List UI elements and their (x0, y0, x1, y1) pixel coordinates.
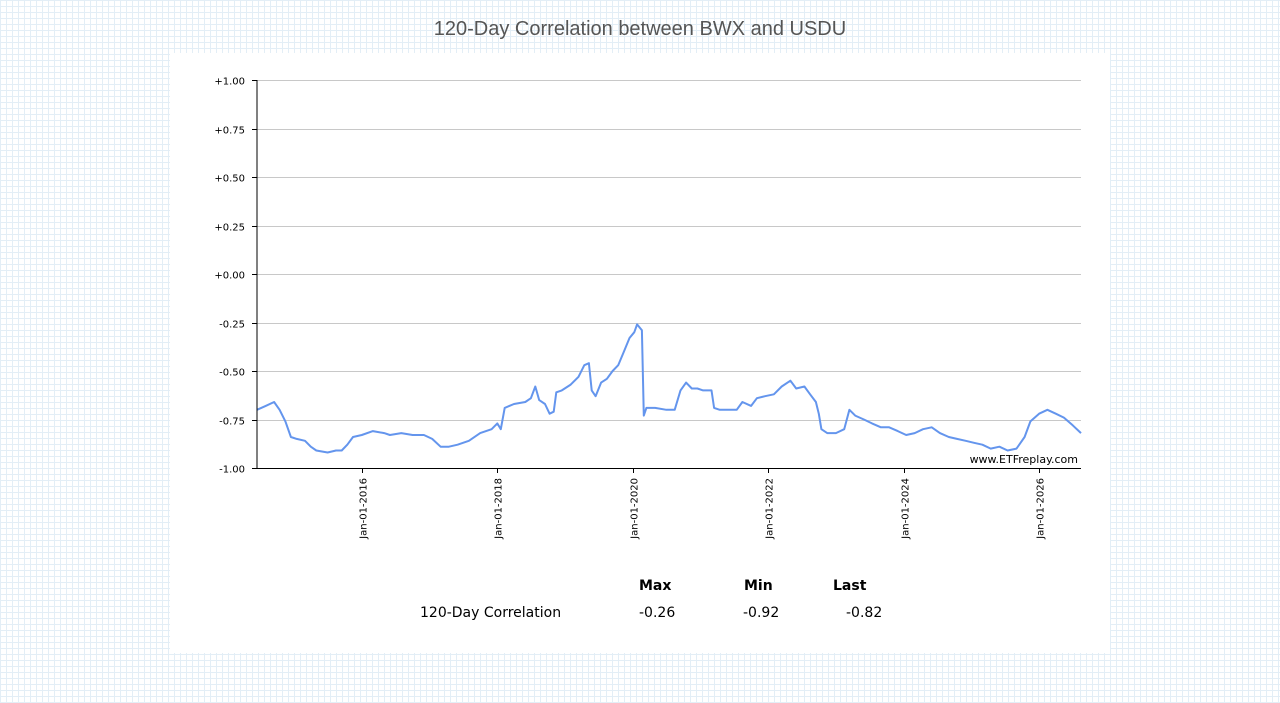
stats-value-max: -0.26 (639, 605, 676, 621)
watermark-text: www.ETFreplay.com (970, 453, 1078, 466)
x-tick-label: Jan-01-2020 (630, 478, 641, 540)
x-axis-ticks: Jan-01-2016 Jan-01-2018 Jan-01-2020 Jan-01-… (359, 468, 1047, 540)
stats-value-last: -0.82 (846, 605, 883, 621)
stats-value-min: -0.92 (743, 605, 780, 621)
y-tick-label: +0.25 (214, 223, 245, 234)
x-tick-label: Jan-01-2018 (494, 478, 505, 540)
stats-header-min: Min (744, 578, 773, 594)
series-layer (256, 323, 1082, 454)
y-axis-ticks: +1.00 +0.75 +0.50 +0.25 +0.00 -0.25 -0.50 -0.75… (214, 77, 257, 476)
stats-row-label: 120-Day Correlation (420, 605, 562, 621)
x-tick-label: Jan-01-2022 (765, 478, 776, 540)
stats-header-last: Last (833, 578, 867, 594)
y-tick-label: +0.75 (214, 126, 245, 137)
stats-header-max: Max (639, 578, 672, 594)
y-tick-label: -0.75 (219, 417, 245, 428)
correlation-chart: +1.00 +0.75 +0.50 +0.25 +0.00 -0.25 -0.50 -0.75… (214, 77, 1082, 540)
y-tick-label: +1.00 (214, 77, 245, 88)
y-tick-label: -0.25 (219, 320, 245, 331)
x-tick-label: Jan-01-2016 (359, 478, 370, 540)
y-tick-label: -1.00 (219, 465, 245, 476)
series-line (256, 323, 1082, 454)
x-tick-label: Jan-01-2026 (1036, 478, 1047, 540)
page-title: 120-Day Correlation between BWX and USDU (433, 18, 847, 40)
y-tick-label: +0.50 (214, 174, 245, 185)
chart-panel: +1.00 +0.75 +0.50 +0.25 +0.00 -0.25 -0.50 -0.75… (170, 53, 1110, 653)
x-tick-label: Jan-01-2024 (901, 478, 912, 540)
y-tick-label: +0.00 (214, 271, 245, 282)
y-tick-label: -0.50 (219, 368, 245, 379)
